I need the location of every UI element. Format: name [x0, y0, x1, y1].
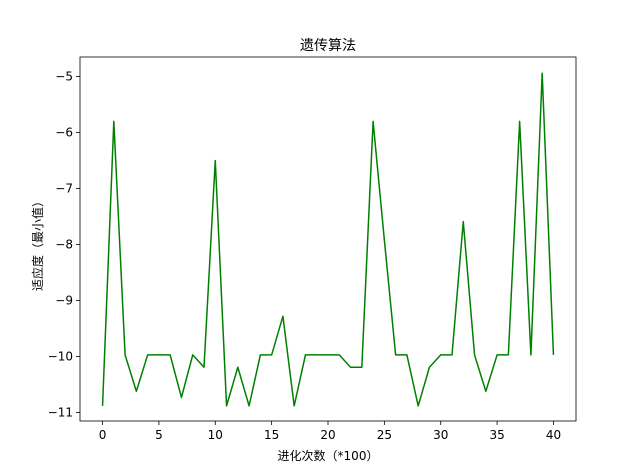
series-layer — [101, 72, 555, 407]
x-tick-label: 0 — [99, 428, 107, 442]
y-tick-label: −9 — [55, 294, 73, 308]
y-tick-label: −5 — [55, 70, 73, 84]
x-tick-label: 30 — [433, 428, 448, 442]
chart-title: 遗传算法 — [300, 38, 356, 54]
x-axis-label: 进化次数（*100） — [278, 448, 379, 463]
x-tick-label: 15 — [264, 428, 279, 442]
y-tick-label: −11 — [48, 406, 73, 420]
y-axis-label: 适应度（最小值） — [30, 195, 45, 291]
x-tick-label: 10 — [208, 428, 223, 442]
y-tick-label: −6 — [55, 126, 73, 140]
y-tick-label: −7 — [55, 182, 73, 196]
y-tick-label: −8 — [55, 238, 73, 252]
x-tick-label: 35 — [489, 428, 504, 442]
y-axis-ticks: −11 −10 −9 −8 −7 −6 −5 — [48, 70, 80, 420]
x-tick-label: 40 — [546, 428, 561, 442]
series-line-0 — [101, 72, 555, 407]
x-tick-label: 5 — [155, 428, 163, 442]
x-axis-ticks: 0 5 10 15 20 25 30 35 40 — [99, 421, 561, 442]
x-tick-label: 20 — [320, 428, 335, 442]
y-tick-label: −10 — [48, 350, 73, 364]
x-tick-label: 25 — [377, 428, 392, 442]
